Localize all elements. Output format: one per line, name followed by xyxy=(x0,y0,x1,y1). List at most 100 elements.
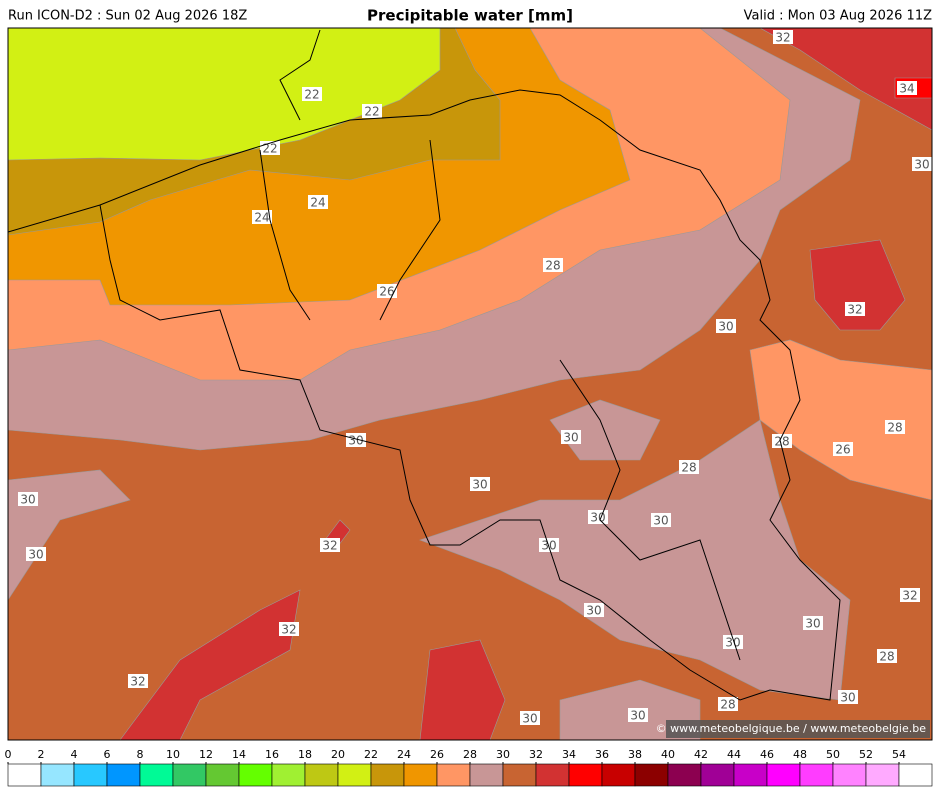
colorbar-tick-label: 20 xyxy=(331,748,345,761)
valid-info: Valid : Mon 03 Aug 2026 11Z xyxy=(744,9,932,24)
copyright: © www.meteobelgique.be / www.meteobelgie… xyxy=(656,722,927,735)
colorbar-tick-label: 40 xyxy=(661,748,675,761)
colorbar-tick-label: 32 xyxy=(529,748,543,761)
contour-label: 28 xyxy=(887,421,902,435)
colorbar-tick-label: 10 xyxy=(166,748,180,761)
contour-label-bg xyxy=(320,538,340,552)
contour-label: 28 xyxy=(879,650,894,664)
contour-label: 26 xyxy=(379,285,394,299)
colorbar-tick-label: 22 xyxy=(364,748,378,761)
contour-label-bg xyxy=(877,649,897,663)
contour-label: 30 xyxy=(472,478,487,492)
contour-label-bg xyxy=(803,616,823,630)
colorbar-tick-label: 8 xyxy=(137,748,144,761)
contour-label: 24 xyxy=(310,196,325,210)
contour-label: 24 xyxy=(254,211,269,225)
colorbar-tick-label: 36 xyxy=(595,748,609,761)
contour-label: 30 xyxy=(348,434,363,448)
colorbar-tick-label: 38 xyxy=(628,748,642,761)
border-line xyxy=(559,359,741,661)
contour-label: 30 xyxy=(586,604,601,618)
shaded-region xyxy=(549,399,661,461)
color-box xyxy=(436,763,471,787)
copyright-bg xyxy=(666,720,930,738)
contour-label: 28 xyxy=(681,461,696,475)
border-line xyxy=(379,139,441,321)
contour-label: 22 xyxy=(262,142,277,156)
colorbar-tick-label: 46 xyxy=(760,748,774,761)
contour-label-bg xyxy=(346,433,366,447)
shaded-region xyxy=(809,239,906,331)
contour-label: 30 xyxy=(805,617,820,631)
contour-label: 22 xyxy=(304,88,319,102)
color-box xyxy=(139,763,174,787)
contour-label: 30 xyxy=(590,511,605,525)
contour-label: 30 xyxy=(914,158,929,172)
colorbar-tick-label: 52 xyxy=(859,748,873,761)
color-box xyxy=(799,763,834,787)
color-box xyxy=(832,763,867,787)
contour-label: 30 xyxy=(718,320,733,334)
contour-label: 28 xyxy=(720,698,735,712)
color-box xyxy=(304,763,339,787)
color-box xyxy=(40,763,75,787)
color-box xyxy=(733,763,768,787)
contour-label-bg xyxy=(897,81,917,95)
colorbar-tick-label: 18 xyxy=(298,748,312,761)
contour-label: 28 xyxy=(774,435,789,449)
contour-label-bg xyxy=(718,697,738,711)
contour-label-bg xyxy=(26,547,46,561)
contour-label: 30 xyxy=(653,514,668,528)
contour-label-bg xyxy=(651,513,671,527)
contour-label: 26 xyxy=(835,443,850,457)
contour-label-bg xyxy=(362,104,382,118)
contour-label: 30 xyxy=(725,636,740,650)
color-box xyxy=(601,763,636,787)
contour-label-bg xyxy=(18,492,38,506)
colorbar-tick-label: 44 xyxy=(727,748,741,761)
color-box xyxy=(502,763,537,787)
color-box xyxy=(403,763,438,787)
contour-label-bg xyxy=(838,690,858,704)
contour-label: 30 xyxy=(563,431,578,445)
contour-label-bg xyxy=(128,674,148,688)
borders xyxy=(8,29,841,701)
contour-label: 22 xyxy=(364,105,379,119)
contour-label-bg xyxy=(377,284,397,298)
colorbar-tick-label: 26 xyxy=(430,748,444,761)
contour-label: 32 xyxy=(847,303,862,317)
shaded-region xyxy=(419,419,851,701)
contour-label-bg xyxy=(520,711,540,725)
contour-label: 34 xyxy=(899,82,914,96)
colorbar-tick-label: 54 xyxy=(892,748,906,761)
colorbar-tick-label: 24 xyxy=(397,748,411,761)
colorbar-tick-label: 12 xyxy=(199,748,213,761)
contour-label-bg xyxy=(584,603,604,617)
contour-label-bg xyxy=(912,157,932,171)
contour-label: 30 xyxy=(630,709,645,723)
contour-label-bg xyxy=(302,87,322,101)
contour-label-bg xyxy=(308,195,328,209)
contour-label-bg xyxy=(833,442,853,456)
contour-label-bg xyxy=(470,477,490,491)
color-box xyxy=(337,763,372,787)
colorbar-tick-label: 50 xyxy=(826,748,840,761)
contour-label: 30 xyxy=(522,712,537,726)
contour-label: 32 xyxy=(281,623,296,637)
contour-label-bg xyxy=(279,622,299,636)
colorbar-tick-label: 14 xyxy=(232,748,246,761)
map-title: Precipitable water [mm] xyxy=(367,7,573,25)
color-box xyxy=(898,763,933,787)
border-line xyxy=(259,149,311,321)
contour-label: 32 xyxy=(130,675,145,689)
contour-label-bg xyxy=(723,635,743,649)
colorbar-tick-label: 28 xyxy=(463,748,477,761)
color-box xyxy=(865,763,900,787)
contour-label-bg xyxy=(845,302,865,316)
contour-label: 28 xyxy=(545,259,560,273)
color-box xyxy=(238,763,273,787)
color-box xyxy=(73,763,108,787)
color-box xyxy=(469,763,504,787)
contour-label-bg xyxy=(900,588,920,602)
